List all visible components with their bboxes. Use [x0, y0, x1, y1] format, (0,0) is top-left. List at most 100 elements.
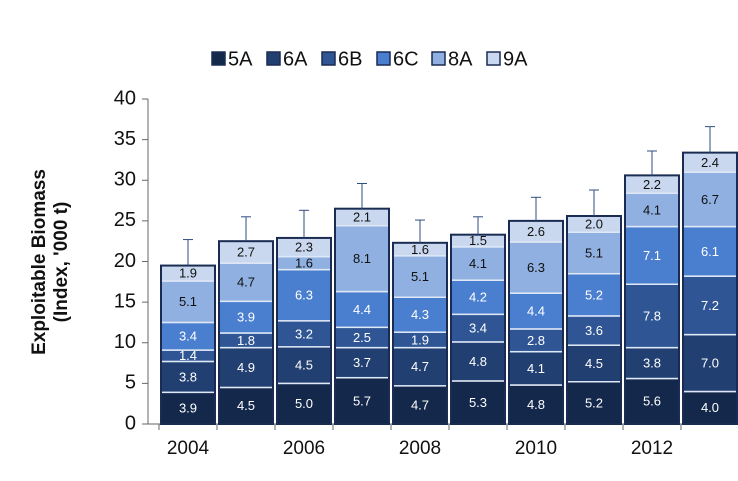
- legend-label: 6C: [393, 48, 419, 70]
- bar-segment: [566, 231, 622, 275]
- data-label: 5.7: [353, 393, 371, 408]
- bar-segment: [450, 279, 506, 316]
- bar-segment: [392, 346, 448, 387]
- data-label: 4.1: [643, 202, 661, 217]
- data-label: 3.2: [295, 326, 313, 341]
- x-tick-label: 2008: [399, 438, 441, 459]
- data-label: 7.2: [701, 298, 719, 313]
- data-label: 3.8: [643, 356, 661, 371]
- legend-label: 5A: [228, 48, 253, 70]
- legend-swatch: [211, 51, 226, 66]
- y-tick-label: 35: [114, 128, 136, 150]
- data-label: 2.7: [237, 245, 255, 260]
- data-label: 4.5: [295, 358, 313, 373]
- data-label: 1.4: [179, 348, 197, 363]
- data-label: 2.1: [353, 210, 371, 225]
- y-tick-label: 40: [114, 87, 136, 109]
- bar-segment: [508, 241, 564, 294]
- legend-swatch: [486, 51, 501, 66]
- bar-segment: [160, 280, 216, 324]
- y-tick-label: 15: [114, 290, 136, 312]
- data-label: 4.7: [411, 359, 429, 374]
- data-label: 5.2: [585, 287, 603, 302]
- data-label: 3.9: [237, 310, 255, 325]
- bar-segment: [624, 225, 680, 285]
- data-label: 4.3: [411, 307, 429, 322]
- data-label: 2.8: [527, 333, 545, 348]
- y-tick-label: 25: [114, 209, 136, 231]
- data-label: 5.3: [469, 395, 487, 410]
- bar-segment: [682, 225, 738, 277]
- data-label: 5.6: [643, 394, 661, 409]
- data-label: 2.5: [353, 330, 371, 345]
- bar-segment: [682, 333, 738, 393]
- bar-segment: [160, 321, 216, 351]
- data-label: 3.6: [585, 323, 603, 338]
- data-label: 6.7: [701, 192, 719, 207]
- legend-swatch: [431, 51, 446, 66]
- data-label: 4.0: [701, 400, 719, 415]
- data-label: 5.1: [585, 245, 603, 260]
- data-label: 5.1: [179, 294, 197, 309]
- data-label: 5.2: [585, 395, 603, 410]
- data-label: 4.8: [527, 397, 545, 412]
- data-label: 4.2: [469, 290, 487, 305]
- data-label: 4.7: [411, 397, 429, 412]
- bar-segment: [218, 386, 274, 425]
- data-label: 4.9: [237, 360, 255, 375]
- data-label: 1.8: [237, 333, 255, 348]
- data-label: 2.0: [585, 217, 603, 232]
- legend-swatch: [376, 51, 391, 66]
- data-label: 4.1: [469, 256, 487, 271]
- bar-segment: [276, 320, 332, 348]
- bar-segment: [218, 262, 274, 303]
- data-label: 4.5: [585, 356, 603, 371]
- bar-segment: [682, 275, 738, 336]
- legend-label: 6A: [283, 48, 308, 70]
- x-tick-label: 2004: [167, 438, 210, 459]
- data-label: 5.0: [295, 396, 313, 411]
- data-label: 1.6: [295, 256, 313, 271]
- bar-segment: [218, 346, 274, 389]
- data-label: 5.1: [411, 269, 429, 284]
- data-label: 2.4: [701, 155, 719, 170]
- legend-swatch: [266, 51, 281, 66]
- data-label: 4.7: [237, 275, 255, 290]
- data-label: 4.4: [353, 302, 371, 317]
- data-label: 7.0: [701, 356, 719, 371]
- data-label: 4.5: [237, 398, 255, 413]
- y-axis-title-line: Exploitable Biomass: [29, 169, 50, 355]
- data-label: 4.4: [527, 304, 545, 319]
- x-tick-label: 2006: [283, 438, 325, 459]
- legend-swatch: [321, 51, 336, 66]
- data-label: 6.3: [295, 288, 313, 303]
- data-label: 2.3: [295, 240, 313, 255]
- bar-segment: [334, 225, 390, 293]
- data-label: 1.6: [411, 242, 429, 257]
- data-label: 4.1: [527, 361, 545, 376]
- data-label: 8.1: [353, 251, 371, 266]
- x-tick-label: 2012: [631, 438, 673, 459]
- x-tick-label: 2010: [515, 438, 557, 459]
- y-tick-label: 5: [125, 372, 136, 394]
- y-axis-title: Exploitable Biomass (Index, '000 t): [29, 169, 72, 355]
- bar-segment: [334, 376, 390, 425]
- bar-segment: [160, 391, 216, 425]
- data-label: 1.9: [411, 332, 429, 347]
- data-label: 7.1: [643, 248, 661, 263]
- data-label: 1.9: [179, 266, 197, 281]
- data-label: 2.2: [643, 177, 661, 192]
- legend-label: 6B: [338, 48, 362, 70]
- y-axis-title-line: (Index, '000 t): [51, 202, 72, 323]
- data-label: 3.4: [179, 329, 197, 344]
- data-label: 1.5: [469, 233, 487, 248]
- y-tick-label: 30: [114, 169, 136, 191]
- data-label: 3.7: [353, 355, 371, 370]
- bar-segment: [450, 246, 506, 281]
- data-label: 3.4: [469, 321, 487, 336]
- bar-segment: [276, 346, 332, 385]
- y-tick-label: 10: [114, 331, 136, 353]
- data-label: 4.8: [469, 354, 487, 369]
- data-label: 6.1: [701, 244, 719, 259]
